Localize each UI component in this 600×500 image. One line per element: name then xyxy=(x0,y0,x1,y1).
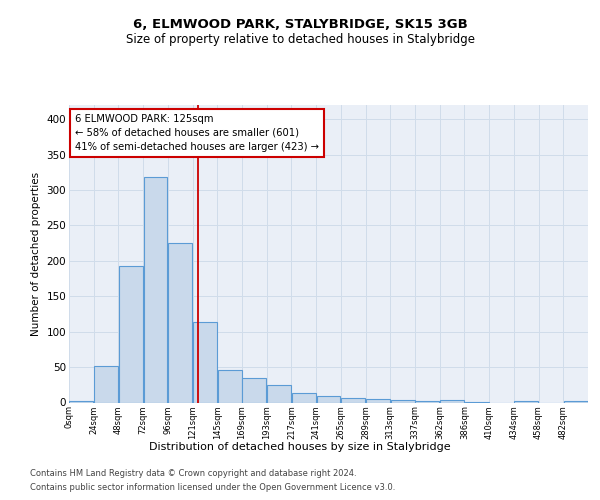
Text: Size of property relative to detached houses in Stalybridge: Size of property relative to detached ho… xyxy=(125,32,475,46)
Text: Distribution of detached houses by size in Stalybridge: Distribution of detached houses by size … xyxy=(149,442,451,452)
Bar xyxy=(242,378,266,402)
Bar xyxy=(193,322,217,402)
Bar xyxy=(563,401,587,402)
Bar xyxy=(341,398,365,402)
Bar xyxy=(267,385,291,402)
Text: 6, ELMWOOD PARK, STALYBRIDGE, SK15 3GB: 6, ELMWOOD PARK, STALYBRIDGE, SK15 3GB xyxy=(133,18,467,30)
Bar xyxy=(440,400,464,402)
Bar xyxy=(119,266,143,402)
Bar xyxy=(366,399,390,402)
Bar xyxy=(70,401,94,402)
Bar xyxy=(218,370,242,402)
Bar xyxy=(94,366,118,402)
Text: 6 ELMWOOD PARK: 125sqm
← 58% of detached houses are smaller (601)
41% of semi-de: 6 ELMWOOD PARK: 125sqm ← 58% of detached… xyxy=(75,114,319,152)
Text: Contains HM Land Registry data © Crown copyright and database right 2024.: Contains HM Land Registry data © Crown c… xyxy=(30,469,356,478)
Bar xyxy=(391,400,415,402)
Bar xyxy=(143,178,167,402)
Bar xyxy=(168,243,192,402)
Bar xyxy=(292,394,316,402)
Bar xyxy=(514,401,538,402)
Bar xyxy=(415,401,439,402)
Text: Contains public sector information licensed under the Open Government Licence v3: Contains public sector information licen… xyxy=(30,482,395,492)
Bar xyxy=(317,396,340,402)
Y-axis label: Number of detached properties: Number of detached properties xyxy=(31,172,41,336)
